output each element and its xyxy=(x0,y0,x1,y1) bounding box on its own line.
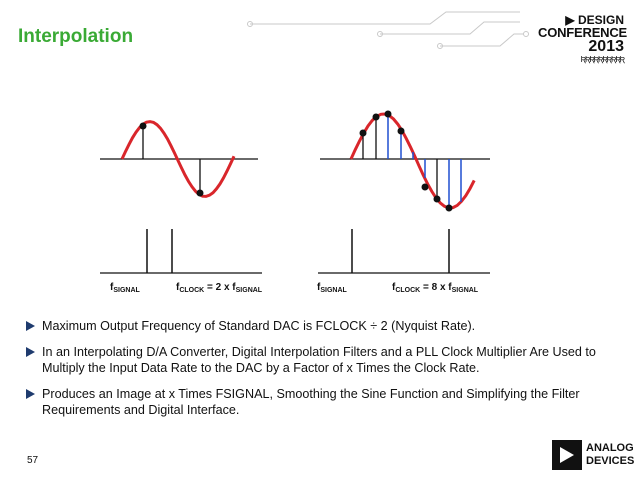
bullet-arrow-icon xyxy=(26,389,35,399)
logo-decoration: ƦƦƦƦƦƦƦƦƦƦ xyxy=(580,55,625,64)
bullet-item: In an Interpolating D/A Converter, Digit… xyxy=(26,344,622,376)
bullet-item: Maximum Output Frequency of Standard DAC… xyxy=(26,318,622,334)
interpolation-diagram: fSIGNAL fCLOCK = 2 x fSIGNAL fSIGNAL fCL… xyxy=(100,110,490,294)
right-sine-curve xyxy=(349,112,476,210)
bullet-arrow-icon xyxy=(26,347,35,357)
analog-devices-text: ANALOG DEVICES xyxy=(586,442,634,468)
bullet-item: Produces an Image at x Times FSIGNAL, Sm… xyxy=(26,386,622,418)
right-sample-point xyxy=(372,113,380,121)
right-waveform xyxy=(320,110,490,212)
company-line-1: ANALOG xyxy=(586,442,634,454)
analog-devices-mark-icon xyxy=(552,440,582,470)
left-sample-point xyxy=(196,189,204,197)
right-sample-point xyxy=(397,127,405,135)
left-fsignal-label: fSIGNAL xyxy=(110,282,141,294)
right-sample-point xyxy=(421,183,429,191)
right-sample-point xyxy=(445,204,453,212)
left-spectrum: fSIGNAL fCLOCK = 2 x fSIGNAL xyxy=(100,229,263,294)
left-sample-point xyxy=(139,122,147,130)
logo-line-year: 2013 xyxy=(588,38,624,55)
logo-line-design: ▶ DESIGN xyxy=(565,13,624,27)
bullet-text: Produces an Image at x Times FSIGNAL, Sm… xyxy=(42,387,580,417)
right-sample-point xyxy=(384,110,392,118)
slide-title: Interpolation xyxy=(18,26,134,47)
design-conference-logo: ▶ DESIGN CONFERENCE 2013 ƦƦƦƦƦƦƦƦƦƦ xyxy=(538,13,628,76)
right-spectrum: fSIGNAL fCLOCK = 8 x fSIGNAL xyxy=(317,229,490,294)
logo-design-text: DESIGN xyxy=(577,13,624,27)
bullet-list: Maximum Output Frequency of Standard DAC… xyxy=(26,318,622,428)
logo-line-conference: CONFERENCE xyxy=(538,25,628,40)
bullet-arrow-icon xyxy=(26,321,35,331)
bullet-text: Maximum Output Frequency of Standard DAC… xyxy=(42,319,476,333)
right-sample-point xyxy=(433,195,441,203)
right-fclock-label: fCLOCK = 8 x fSIGNAL xyxy=(392,282,479,294)
left-fclock-label: fCLOCK = 2 x fSIGNAL xyxy=(176,282,263,294)
page-number: 57 xyxy=(27,455,39,466)
left-waveform xyxy=(100,120,258,198)
bullet-text: In an Interpolating D/A Converter, Digit… xyxy=(42,345,596,375)
company-line-2: DEVICES xyxy=(586,455,635,467)
right-fsignal-label: fSIGNAL xyxy=(317,282,348,294)
right-sample-point xyxy=(359,129,367,137)
analog-devices-logo: ANALOG DEVICES xyxy=(552,440,634,474)
